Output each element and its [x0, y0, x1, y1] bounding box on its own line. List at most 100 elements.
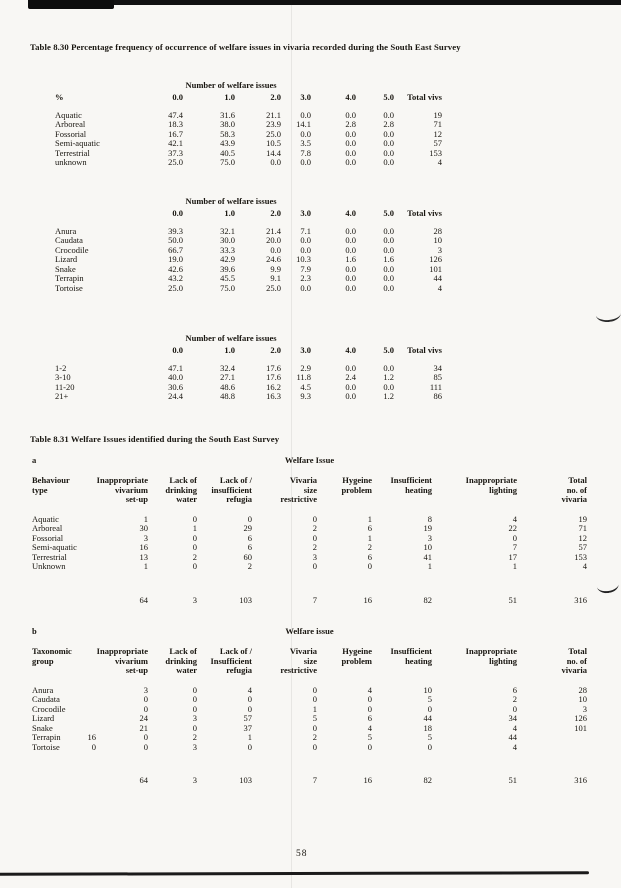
value-cell: 12	[578, 532, 588, 543]
row-label: Aquatic	[32, 513, 59, 524]
total-cell: 7	[312, 775, 317, 785]
value-cell: 7	[512, 542, 517, 552]
value-cell: 19.0	[168, 254, 183, 264]
column-header-row: Behaviour type Inappropriate vivarium set…	[32, 475, 587, 515]
value-cell: 0	[427, 703, 432, 714]
value-cell: 30.6	[168, 381, 183, 392]
value-cell: 48.6	[220, 381, 235, 392]
pre-value-cell	[84, 705, 96, 715]
table-row: Fossorial 16.7 58.3 25.0 0.0 0.0 0.0 12	[55, 128, 442, 140]
value-cell: 0	[312, 722, 317, 733]
value-cell: 34	[508, 713, 518, 723]
table-row: Tortoise 25.0 75.0 25.0 0.0 0.0 0.0 4	[55, 282, 442, 294]
column-header-row: 0.0 1.0 2.0 3.0 4.0 5.0 Total vivs	[55, 345, 442, 364]
value-cell: 44	[508, 732, 518, 742]
table-row: Terrapin 16 0 2 1 2 5 5 44	[32, 732, 587, 743]
value-cell: 0	[312, 532, 317, 543]
column-header: Lack of drinking water	[165, 475, 197, 504]
value-cell: 16.3	[266, 391, 281, 401]
row-label: Aquatic	[55, 109, 82, 120]
value-cell: 3	[427, 532, 432, 543]
column-header: Insufficient heating	[390, 646, 432, 666]
value-cell: 14.4	[266, 147, 281, 158]
value-cell: 3	[143, 532, 148, 543]
value-cell: 71	[578, 523, 588, 533]
table-row: Snake 21 0 37 0 4 18 4 101	[32, 722, 587, 734]
row-label: unknown	[55, 157, 87, 167]
value-cell: 25.0	[168, 282, 183, 293]
table-row: Aquatic 47.4 31.6 21.1 0.0 0.0 0.0 19	[55, 109, 442, 121]
row-label-header: %	[55, 92, 64, 102]
total-cell: 82	[423, 775, 433, 785]
value-cell: 2	[247, 561, 252, 571]
row-label: Arboreal	[32, 523, 63, 533]
totals-row: 64 3 103 7 16 82 51 316	[32, 572, 588, 606]
value-cell: 0.0	[345, 391, 356, 401]
value-cell: 9.1	[270, 273, 281, 283]
column-header: 3.0	[300, 345, 311, 355]
table-row: Terrapin 43.2 45.5 9.1 2.3 0.0 0.0 44	[55, 273, 443, 284]
row-label: Semi-aquatic	[55, 138, 100, 148]
value-cell: 0	[192, 532, 197, 543]
scan-top-edge-artifact	[28, 0, 621, 5]
value-cell	[517, 743, 587, 753]
row-label: Terrestrial	[55, 147, 90, 158]
value-cell: 23.9	[266, 119, 281, 129]
table-row: Crocodile 0 0 0 1 0 0 0 3	[32, 703, 587, 715]
value-cell: 2	[192, 551, 197, 562]
row-label-header: Behaviour type	[32, 475, 70, 495]
value-cell: 58.3	[220, 128, 235, 139]
value-cell: 0	[192, 561, 197, 571]
row-label: 1-2	[55, 362, 67, 373]
value-cell: 28	[578, 684, 588, 695]
row-label: Lizard	[55, 254, 78, 264]
value-cell: 1	[247, 732, 252, 742]
value-cell: 32.1	[220, 225, 235, 236]
pre-value-cell	[84, 714, 96, 724]
value-cell: 4	[512, 722, 517, 733]
value-cell: 0.0	[345, 244, 356, 255]
value-cell: 25.0	[168, 157, 183, 167]
value-cell: 4	[367, 722, 372, 733]
table-8-31-section-b: b Welfare issue Taxonomic group Inappropria…	[32, 626, 587, 786]
column-header: 1.0	[224, 345, 235, 355]
value-cell: 37.3	[168, 147, 183, 158]
value-cell: 0	[192, 703, 197, 714]
table-row: Fossorial 3 0 6 0 1 3 0 12	[32, 532, 588, 544]
column-header: Vivaria size restrictive	[280, 475, 317, 504]
row-label: Caudata	[32, 694, 60, 704]
data-table: 0.0 1.0 2.0 3.0 4.0 5.0 Total vivs Anura 39.3 32.…	[55, 208, 443, 294]
value-cell: 0.0	[345, 362, 356, 373]
column-header: 1.0	[224, 92, 235, 102]
table-row: Lizard 24 3 57 5 6 44 34 126	[32, 713, 587, 724]
pre-value-cell	[84, 524, 96, 534]
value-cell: 0.0	[300, 244, 311, 255]
row-label: 21+	[55, 391, 69, 401]
value-cell: 13	[139, 551, 149, 562]
value-cell: 34	[433, 362, 443, 373]
value-cell: 25.0	[266, 128, 281, 139]
value-cell: 5	[367, 732, 372, 742]
value-cell: 45.5	[220, 273, 235, 283]
value-cell: 19	[578, 513, 588, 524]
value-cell: 25.0	[266, 282, 281, 293]
section-heading: Welfare Issue	[284, 455, 335, 465]
value-cell: 5	[427, 732, 432, 742]
section-letter: b	[32, 626, 37, 636]
value-cell: 0	[247, 703, 252, 714]
value-cell: 153	[429, 147, 442, 158]
value-cell: 0.0	[300, 235, 311, 245]
value-cell: 32.4	[220, 362, 235, 373]
value-cell: 3	[143, 684, 148, 695]
column-header: 2.0	[270, 92, 281, 102]
value-cell: 1	[192, 523, 197, 533]
value-cell: 48.8	[220, 391, 235, 401]
value-cell: 4	[437, 282, 442, 293]
value-cell: 44	[433, 273, 443, 283]
value-cell: 0.0	[300, 157, 311, 167]
column-header: 2.0	[270, 208, 281, 218]
value-cell: 85	[433, 372, 443, 382]
table-row: Tortoise 0 0 3 0 0 0 0 4	[32, 742, 587, 753]
value-cell: 0	[367, 561, 372, 571]
value-cell: 1	[143, 561, 148, 571]
